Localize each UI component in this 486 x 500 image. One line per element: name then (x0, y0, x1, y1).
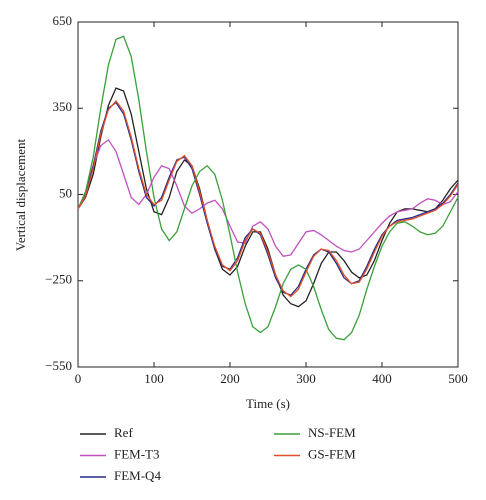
series-line (77, 35, 459, 341)
x-tick-label: 100 (144, 371, 164, 386)
x-tick-label: 400 (372, 371, 392, 386)
legend-label: Ref (114, 425, 133, 440)
x-axis-label: Time (s) (246, 396, 290, 411)
legend-label: FEM-Q4 (114, 468, 161, 483)
series-line (77, 101, 459, 296)
plot-frame (77, 21, 459, 368)
legend-label: FEM-T3 (114, 446, 160, 461)
series-line (77, 138, 459, 258)
x-tick-label: 0 (75, 371, 82, 386)
y-tick-label: 650 (53, 13, 73, 28)
legend-label: NS-FEM (308, 425, 356, 440)
series-line (77, 100, 459, 298)
legend-label: GS-FEM (308, 446, 356, 461)
series-line (77, 87, 459, 308)
y-tick-label: 50 (59, 185, 72, 200)
y-tick-label: 350 (53, 99, 73, 114)
x-tick-label: 300 (296, 371, 316, 386)
x-tick-label: 500 (448, 371, 468, 386)
y-tick-label: −550 (45, 358, 72, 373)
y-axis-label: Vertical displacement (13, 138, 28, 251)
y-tick-label: −250 (45, 272, 72, 287)
x-tick-label: 200 (220, 371, 240, 386)
